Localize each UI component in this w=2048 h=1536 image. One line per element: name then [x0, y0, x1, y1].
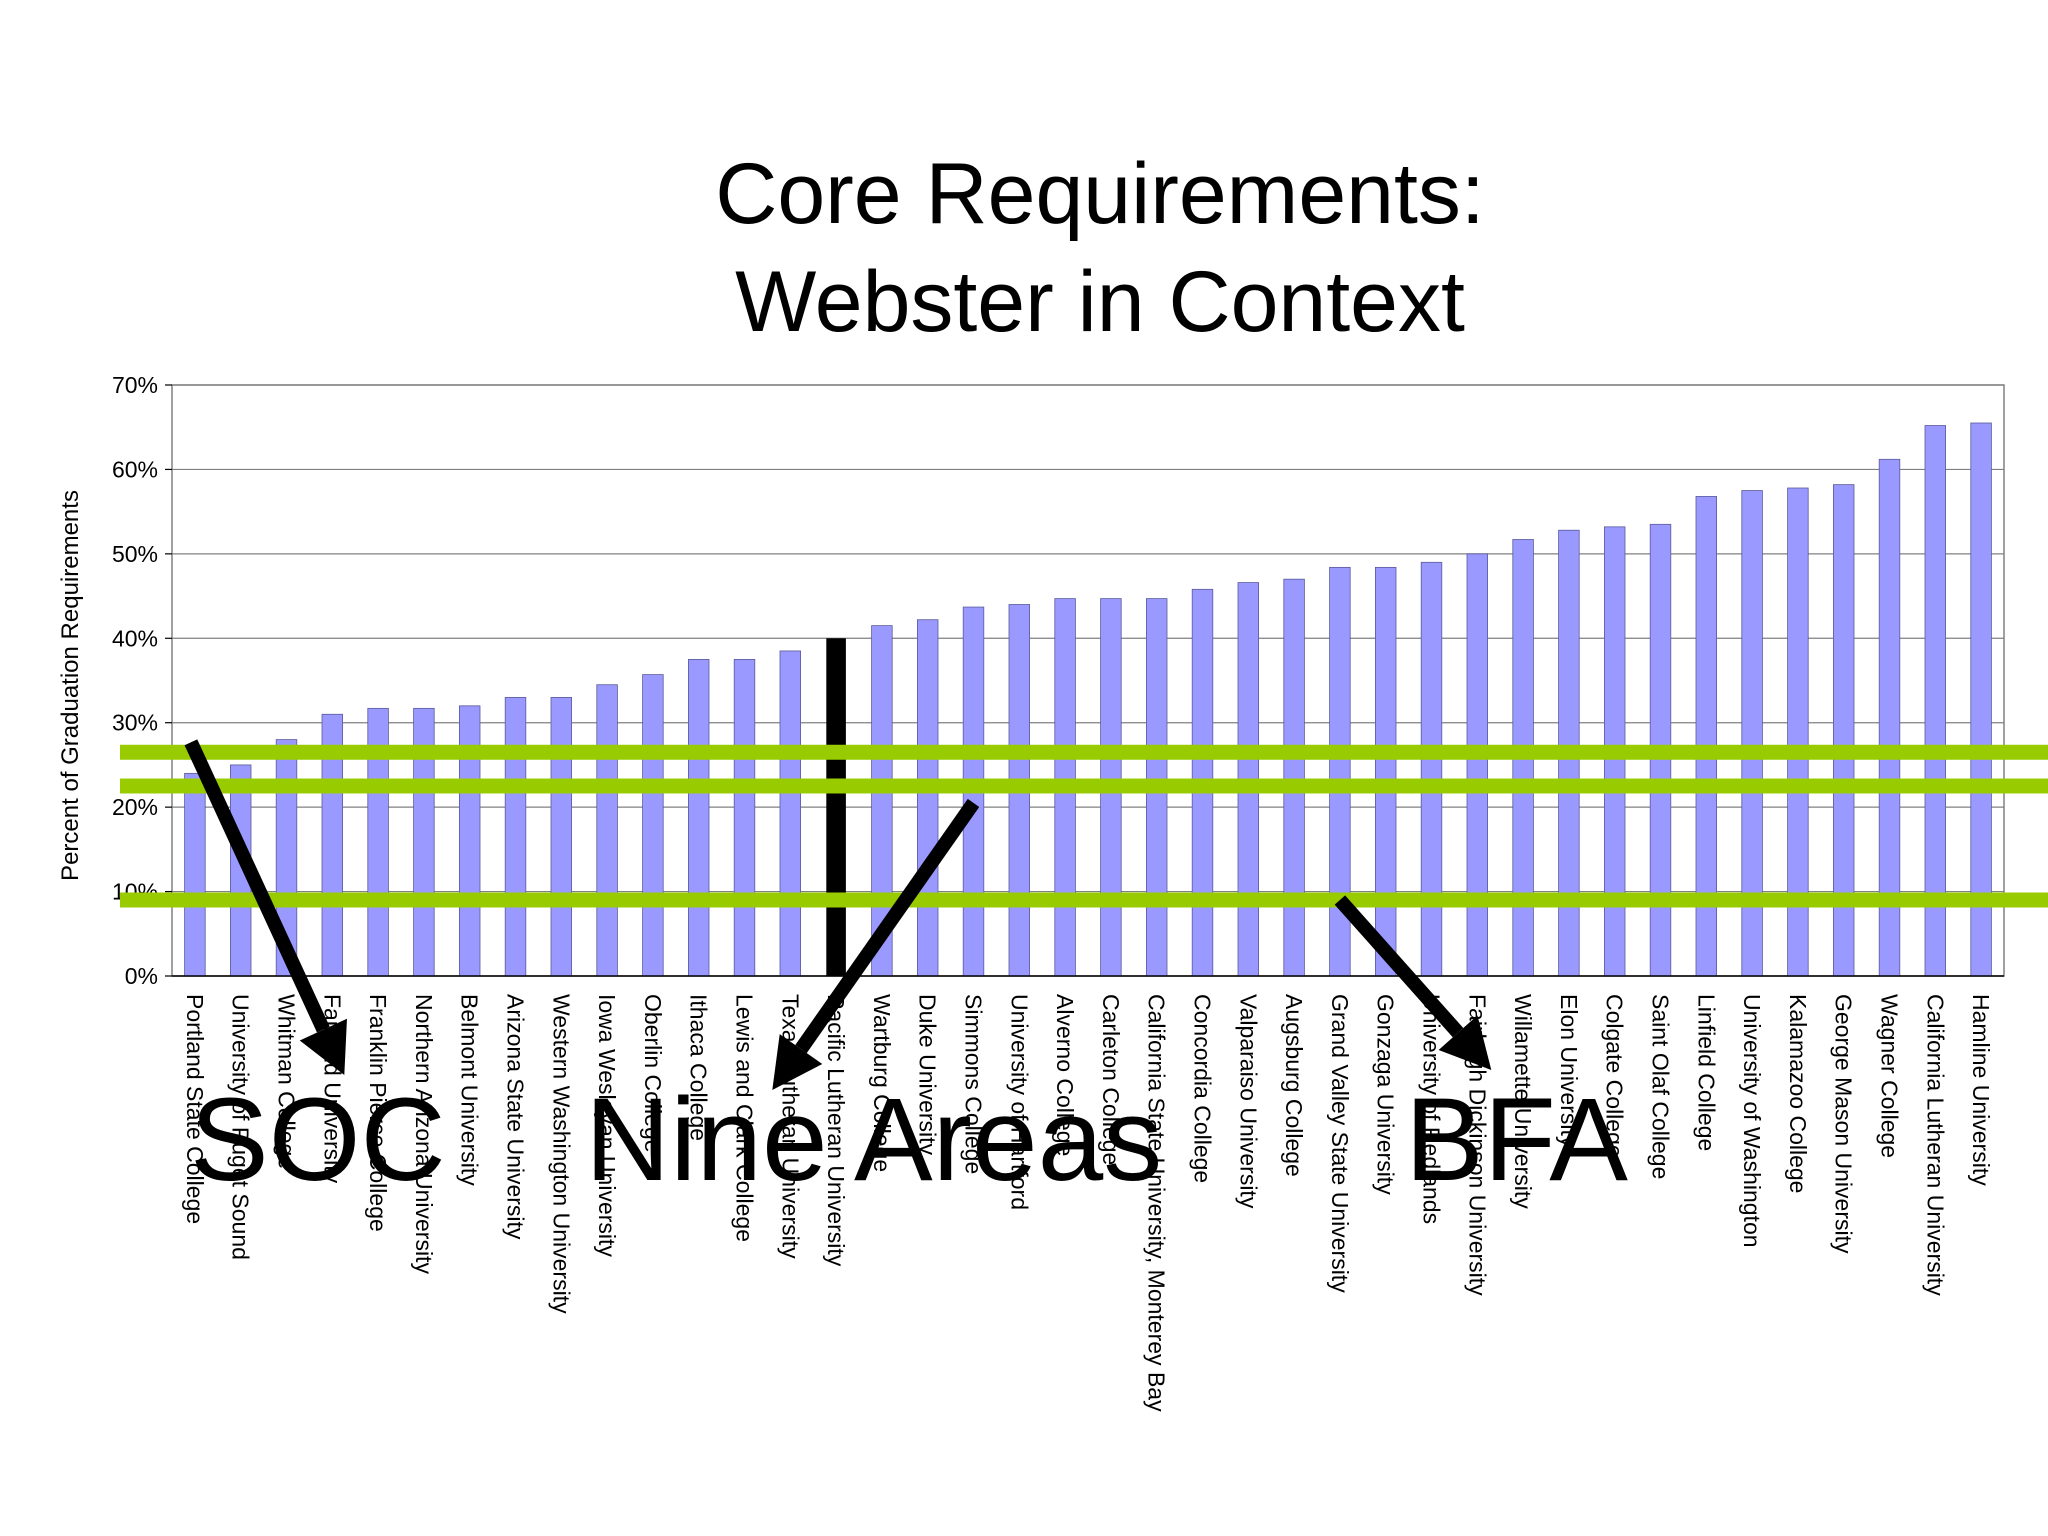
category-label: Alverno College: [1052, 994, 1078, 1156]
bar: [550, 696, 573, 977]
category-label: Western Washington University: [548, 994, 574, 1314]
category-label: Augsburg College: [1281, 994, 1307, 1177]
category-label: Simmons College: [961, 994, 987, 1174]
annotation-label-soc: SOC: [190, 1074, 446, 1206]
bar: [916, 619, 939, 977]
category-label: Pacific Lutheran University: [823, 994, 849, 1267]
category-label: University of Redlands: [1419, 994, 1445, 1224]
y-tick-label: 30%: [112, 710, 158, 736]
category-label: Carleton College: [1098, 994, 1124, 1165]
category-label: California Lutheran University: [1922, 994, 1948, 1296]
category-label: Concordia College: [1190, 994, 1216, 1183]
category-label: Arizona State University: [503, 994, 529, 1240]
bar: [184, 772, 206, 977]
category-label: Kalamazoo College: [1785, 994, 1811, 1193]
annotation-label-nine-areas: Nine Areas: [585, 1074, 1163, 1206]
category-label: Gonzaga University: [1373, 994, 1399, 1195]
category-label: Linfield College: [1693, 994, 1719, 1151]
annotation-arrowhead: [299, 1018, 347, 1075]
title-line-1: Core Requirements:: [715, 146, 1485, 242]
bar: [687, 658, 710, 977]
category-label: University of Hartford: [1006, 994, 1032, 1210]
category-label: Portland State College: [182, 994, 208, 1224]
y-axis-label: Percent of Graduation Requirements: [57, 490, 84, 881]
annotation-arrowhead: [772, 1034, 823, 1090]
category-label: Oberlin College: [640, 994, 666, 1153]
bar: [1374, 566, 1397, 977]
category-label: Duke University: [915, 994, 941, 1156]
category-label: Saint Olaf College: [1648, 994, 1674, 1179]
category-label: University of Puget Sound: [228, 994, 254, 1260]
bar: [1283, 578, 1305, 977]
y-tick-label: 40%: [112, 625, 158, 651]
annotation-arrowhead: [1438, 1015, 1492, 1070]
category-label: Wartburg College: [869, 994, 895, 1172]
y-tick-label: 70%: [112, 372, 158, 398]
category-label: Whitman College: [274, 994, 300, 1169]
slide-title: Core Requirements: Webster in Context: [600, 140, 1600, 356]
category-label: Hamline University: [1968, 994, 1994, 1186]
title-line-2: Webster in Context: [735, 254, 1465, 350]
bar: [779, 650, 802, 977]
category-label: Elon University: [1556, 994, 1582, 1148]
bar: [596, 684, 618, 977]
category-label: Iowa Wesleyan University: [594, 994, 620, 1257]
category-label: Wagner College: [1877, 994, 1903, 1158]
annotation-arrow: [184, 739, 330, 1033]
category-label: Franklin Pierce College: [365, 994, 391, 1232]
annotation-arrow: [795, 798, 980, 1054]
bar: [504, 696, 527, 977]
category-label: George Mason University: [1831, 994, 1857, 1254]
category-label: University of Washington: [1739, 994, 1765, 1248]
y-tick-label: 60%: [112, 456, 158, 482]
y-tick-label: 0%: [125, 963, 158, 989]
bar: [1420, 561, 1443, 977]
plot-area: [171, 384, 2005, 977]
bar: [642, 674, 664, 977]
category-label: Valparaiso University: [1235, 994, 1261, 1209]
category-label: Grand Valley State University: [1327, 994, 1353, 1293]
y-tick-label: 20%: [112, 794, 158, 820]
category-label: Ithaca College: [686, 994, 712, 1141]
annotation-label-bfa: BFA: [1405, 1074, 1628, 1206]
y-tick-label: 50%: [112, 541, 158, 567]
annotation-arrow: [1334, 895, 1464, 1038]
category-label: California State University, Monterey Ba…: [1144, 994, 1170, 1412]
bar: [733, 658, 756, 977]
category-label: Lewis and Clark College: [732, 994, 758, 1242]
category-label: Northern Arizona University: [411, 994, 437, 1274]
category-label: Willamette University: [1510, 994, 1536, 1209]
category-label: Colgate College: [1602, 994, 1628, 1158]
bar: [1466, 553, 1489, 977]
category-label: Belmont University: [457, 994, 483, 1186]
bar-highlight: [826, 638, 846, 976]
